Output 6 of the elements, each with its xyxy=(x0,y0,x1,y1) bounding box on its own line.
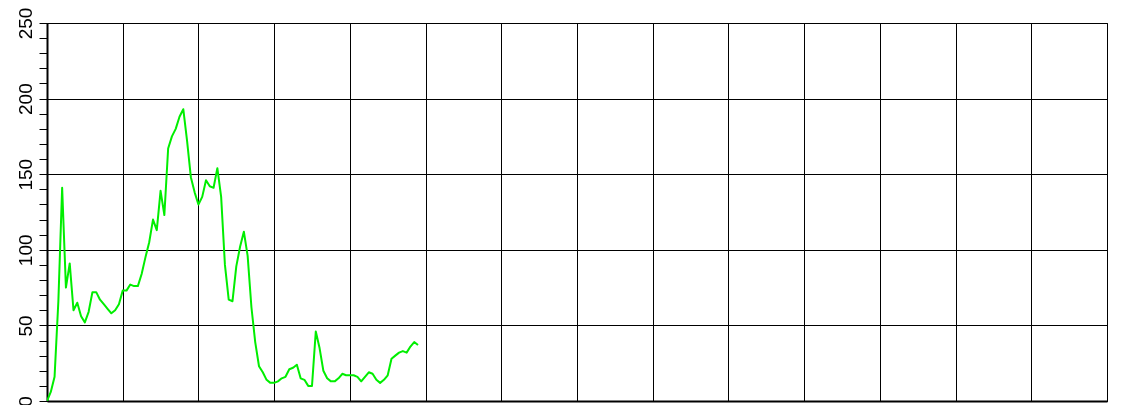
y-tick-label: 200 xyxy=(14,83,36,115)
y-tick-label: 250 xyxy=(14,7,36,40)
y-tick-label: 150 xyxy=(14,158,36,191)
y-tick-label: 50 xyxy=(14,315,36,337)
line-series xyxy=(47,108,419,401)
y-tick-label: 100 xyxy=(14,234,36,267)
